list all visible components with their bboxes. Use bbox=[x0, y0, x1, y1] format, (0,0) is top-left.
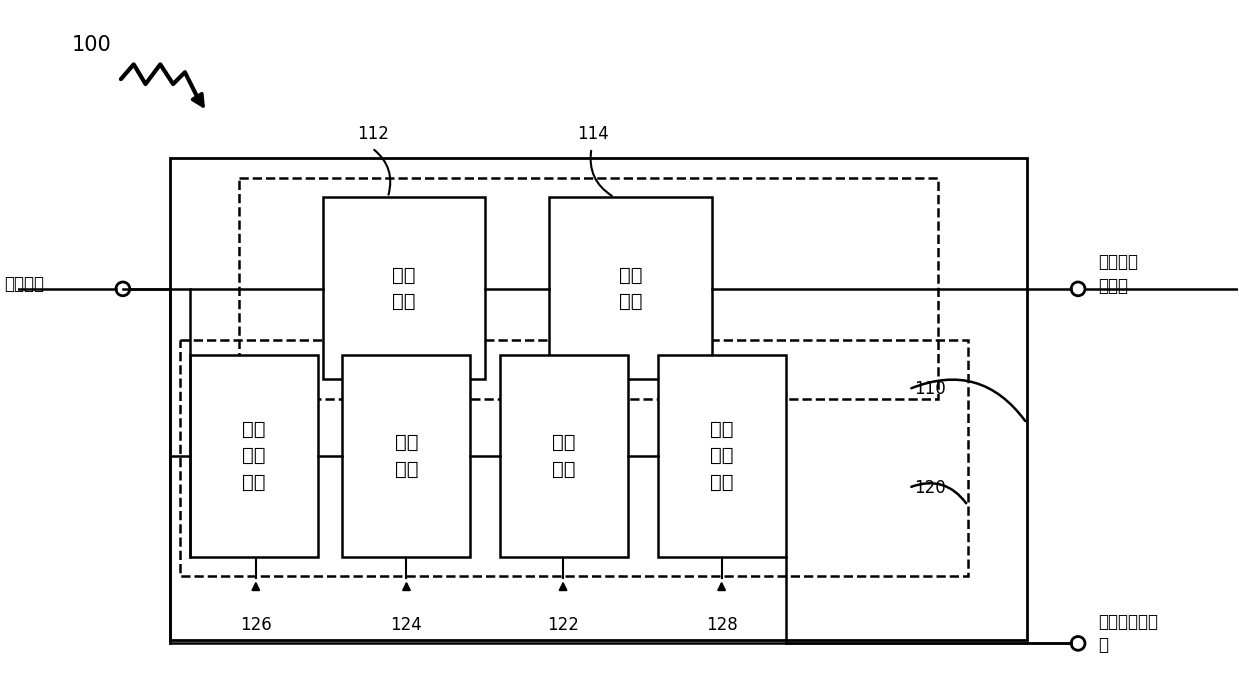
Text: 110: 110 bbox=[913, 380, 945, 398]
Text: 背板电源
连接器: 背板电源 连接器 bbox=[1098, 254, 1137, 295]
Bar bbox=[549, 198, 711, 379]
Text: 保护
单元: 保护 单元 bbox=[393, 265, 416, 311]
Text: 122: 122 bbox=[548, 616, 579, 634]
Bar bbox=[239, 178, 938, 399]
Text: 外部电源: 外部电源 bbox=[4, 275, 45, 293]
Text: 126: 126 bbox=[240, 616, 271, 634]
Text: 背板数据连接
器: 背板数据连接 器 bbox=[1098, 613, 1157, 654]
Text: 120: 120 bbox=[913, 479, 945, 497]
Text: 滤波
单元: 滤波 单元 bbox=[618, 265, 642, 311]
Text: 100: 100 bbox=[72, 35, 112, 55]
Bar bbox=[190, 355, 318, 557]
Bar bbox=[180, 340, 968, 576]
Text: 124: 124 bbox=[390, 616, 422, 634]
Bar bbox=[170, 158, 1027, 641]
Bar bbox=[342, 355, 471, 557]
Bar bbox=[658, 355, 786, 557]
Text: 控制
单元: 控制 单元 bbox=[553, 433, 576, 479]
Bar bbox=[501, 355, 628, 557]
Text: 114: 114 bbox=[577, 125, 608, 143]
Text: 三态
输出
单元: 三态 输出 单元 bbox=[242, 420, 265, 492]
Text: 电压
转换
单元: 电压 转换 单元 bbox=[710, 420, 733, 492]
Text: 112: 112 bbox=[357, 125, 389, 143]
Bar bbox=[323, 198, 486, 379]
Text: 128: 128 bbox=[706, 616, 737, 634]
Text: 隔离
单元: 隔离 单元 bbox=[395, 433, 419, 479]
